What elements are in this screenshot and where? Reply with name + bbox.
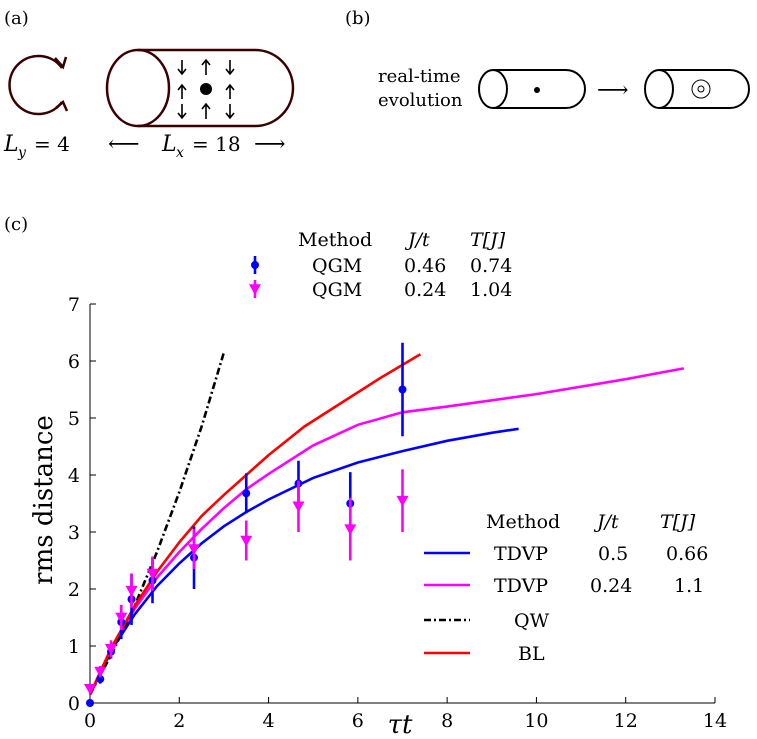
series-line-tdvp <box>88 367 685 696</box>
evolution-label-line2: evolution <box>378 90 463 111</box>
legend-marker-triangle <box>249 284 261 295</box>
top-legend-header-method: Method <box>298 229 372 251</box>
inner-legend-row2-jt: 0.24 <box>590 575 632 597</box>
data-point <box>396 495 409 507</box>
panel-b-label: (b) <box>345 8 371 29</box>
hole-dot <box>200 83 212 95</box>
top-legend-header-tj: T[J] <box>470 229 506 251</box>
data-point <box>242 489 251 498</box>
cylinder-icon <box>105 48 295 128</box>
y-tick-label: 2 <box>68 579 80 601</box>
y-tick-label: 3 <box>68 522 80 544</box>
inner-legend: Method J/t T[J] TDVP 0.5 0.66 TDVP 0.24 … <box>486 511 708 665</box>
data-point <box>84 683 96 695</box>
top-legend-row1-method: QGM <box>312 255 362 277</box>
svg-text:y: y <box>17 145 27 161</box>
top-legend-row2-tj: 1.04 <box>470 279 512 301</box>
legend-marker-dot <box>251 261 259 269</box>
evolution-label-line1: real-time <box>378 66 461 87</box>
inner-legend-header-method: Method <box>486 511 560 533</box>
chart-plot <box>84 342 685 707</box>
panel-c-label: (c) <box>4 214 28 235</box>
y-tick-label: 0 <box>68 693 80 715</box>
x-tick-label: 12 <box>614 710 638 732</box>
top-legend-row2-method: QGM <box>312 279 362 301</box>
inner-legend-row2-tj: 1.1 <box>674 575 704 597</box>
x-tick-label: 2 <box>173 710 185 732</box>
data-point <box>344 524 357 536</box>
x-tick-label: 4 <box>263 710 275 732</box>
svg-text:= 4: = 4 <box>34 132 70 156</box>
evolution-arrow: ⟶ <box>597 78 629 103</box>
data-point <box>115 612 128 624</box>
lx-label: ⟵ L x = 18 ⟶ <box>108 132 286 161</box>
inner-legend-row3-method: QW <box>514 610 550 632</box>
inner-legend-header-tj: T[J] <box>660 511 696 533</box>
panel-a-label: (a) <box>4 8 29 29</box>
svg-text:⟶: ⟶ <box>254 132 286 157</box>
data-point <box>104 644 117 655</box>
svg-text:⟵: ⟵ <box>108 132 140 157</box>
y-tick-label: 5 <box>68 408 80 430</box>
cylinder-after-icon <box>644 69 750 109</box>
x-tick-label: 6 <box>352 710 364 732</box>
top-legend-row1-jt: 0.46 <box>404 255 446 277</box>
series-line-bl <box>88 353 422 696</box>
inner-legend-header-jt: J/t <box>593 511 619 533</box>
svg-text:= 18: = 18 <box>192 132 241 156</box>
y-tick-label: 1 <box>68 636 80 658</box>
circle-arrow-icon <box>8 54 69 116</box>
top-legend: Method J/t T[J] QGM 0.46 0.74 QGM 0.24 1… <box>298 229 512 301</box>
x-axis-label: τt <box>388 710 413 739</box>
inner-legend-row4-method: BL <box>518 643 545 665</box>
data-point <box>398 385 407 394</box>
inner-legend-row1-jt: 0.5 <box>598 543 628 565</box>
data-point <box>125 585 138 597</box>
hole-dot-small <box>534 87 540 93</box>
top-legend-row2-jt: 0.24 <box>404 279 446 301</box>
data-point <box>188 544 201 556</box>
x-tick-label: 14 <box>703 710 727 732</box>
data-point <box>292 501 305 513</box>
inner-legend-row1-tj: 0.66 <box>666 543 708 565</box>
cylinder-before-icon <box>478 69 586 109</box>
x-tick-label: 10 <box>524 710 548 732</box>
x-tick-label: 8 <box>441 710 453 732</box>
spin-arrows-icon <box>177 58 235 120</box>
data-point <box>96 675 105 684</box>
series-line-tdvp <box>88 427 519 696</box>
top-legend-header-jt: J/t <box>404 229 430 251</box>
data-point <box>94 666 107 678</box>
y-tick-label: 6 <box>68 351 80 373</box>
top-legend-markers <box>249 256 261 298</box>
svg-text:x: x <box>176 145 184 161</box>
inner-legend-row2-method: TDVP <box>494 575 548 597</box>
inner-legend-row1-method: TDVP <box>494 543 548 565</box>
data-point <box>146 568 159 580</box>
data-point <box>86 699 94 707</box>
x-tick-label: 0 <box>84 710 96 732</box>
svg-text:L: L <box>3 132 19 157</box>
y-tick-label: 7 <box>68 294 80 316</box>
svg-text:L: L <box>161 132 177 157</box>
inner-legend-lines <box>424 551 470 655</box>
y-tick-label: 4 <box>68 465 80 487</box>
data-point <box>240 535 253 547</box>
top-legend-row1-tj: 0.74 <box>470 255 512 277</box>
y-axis-label: rms distance <box>29 415 59 585</box>
ly-label: L y = 4 <box>3 132 70 161</box>
